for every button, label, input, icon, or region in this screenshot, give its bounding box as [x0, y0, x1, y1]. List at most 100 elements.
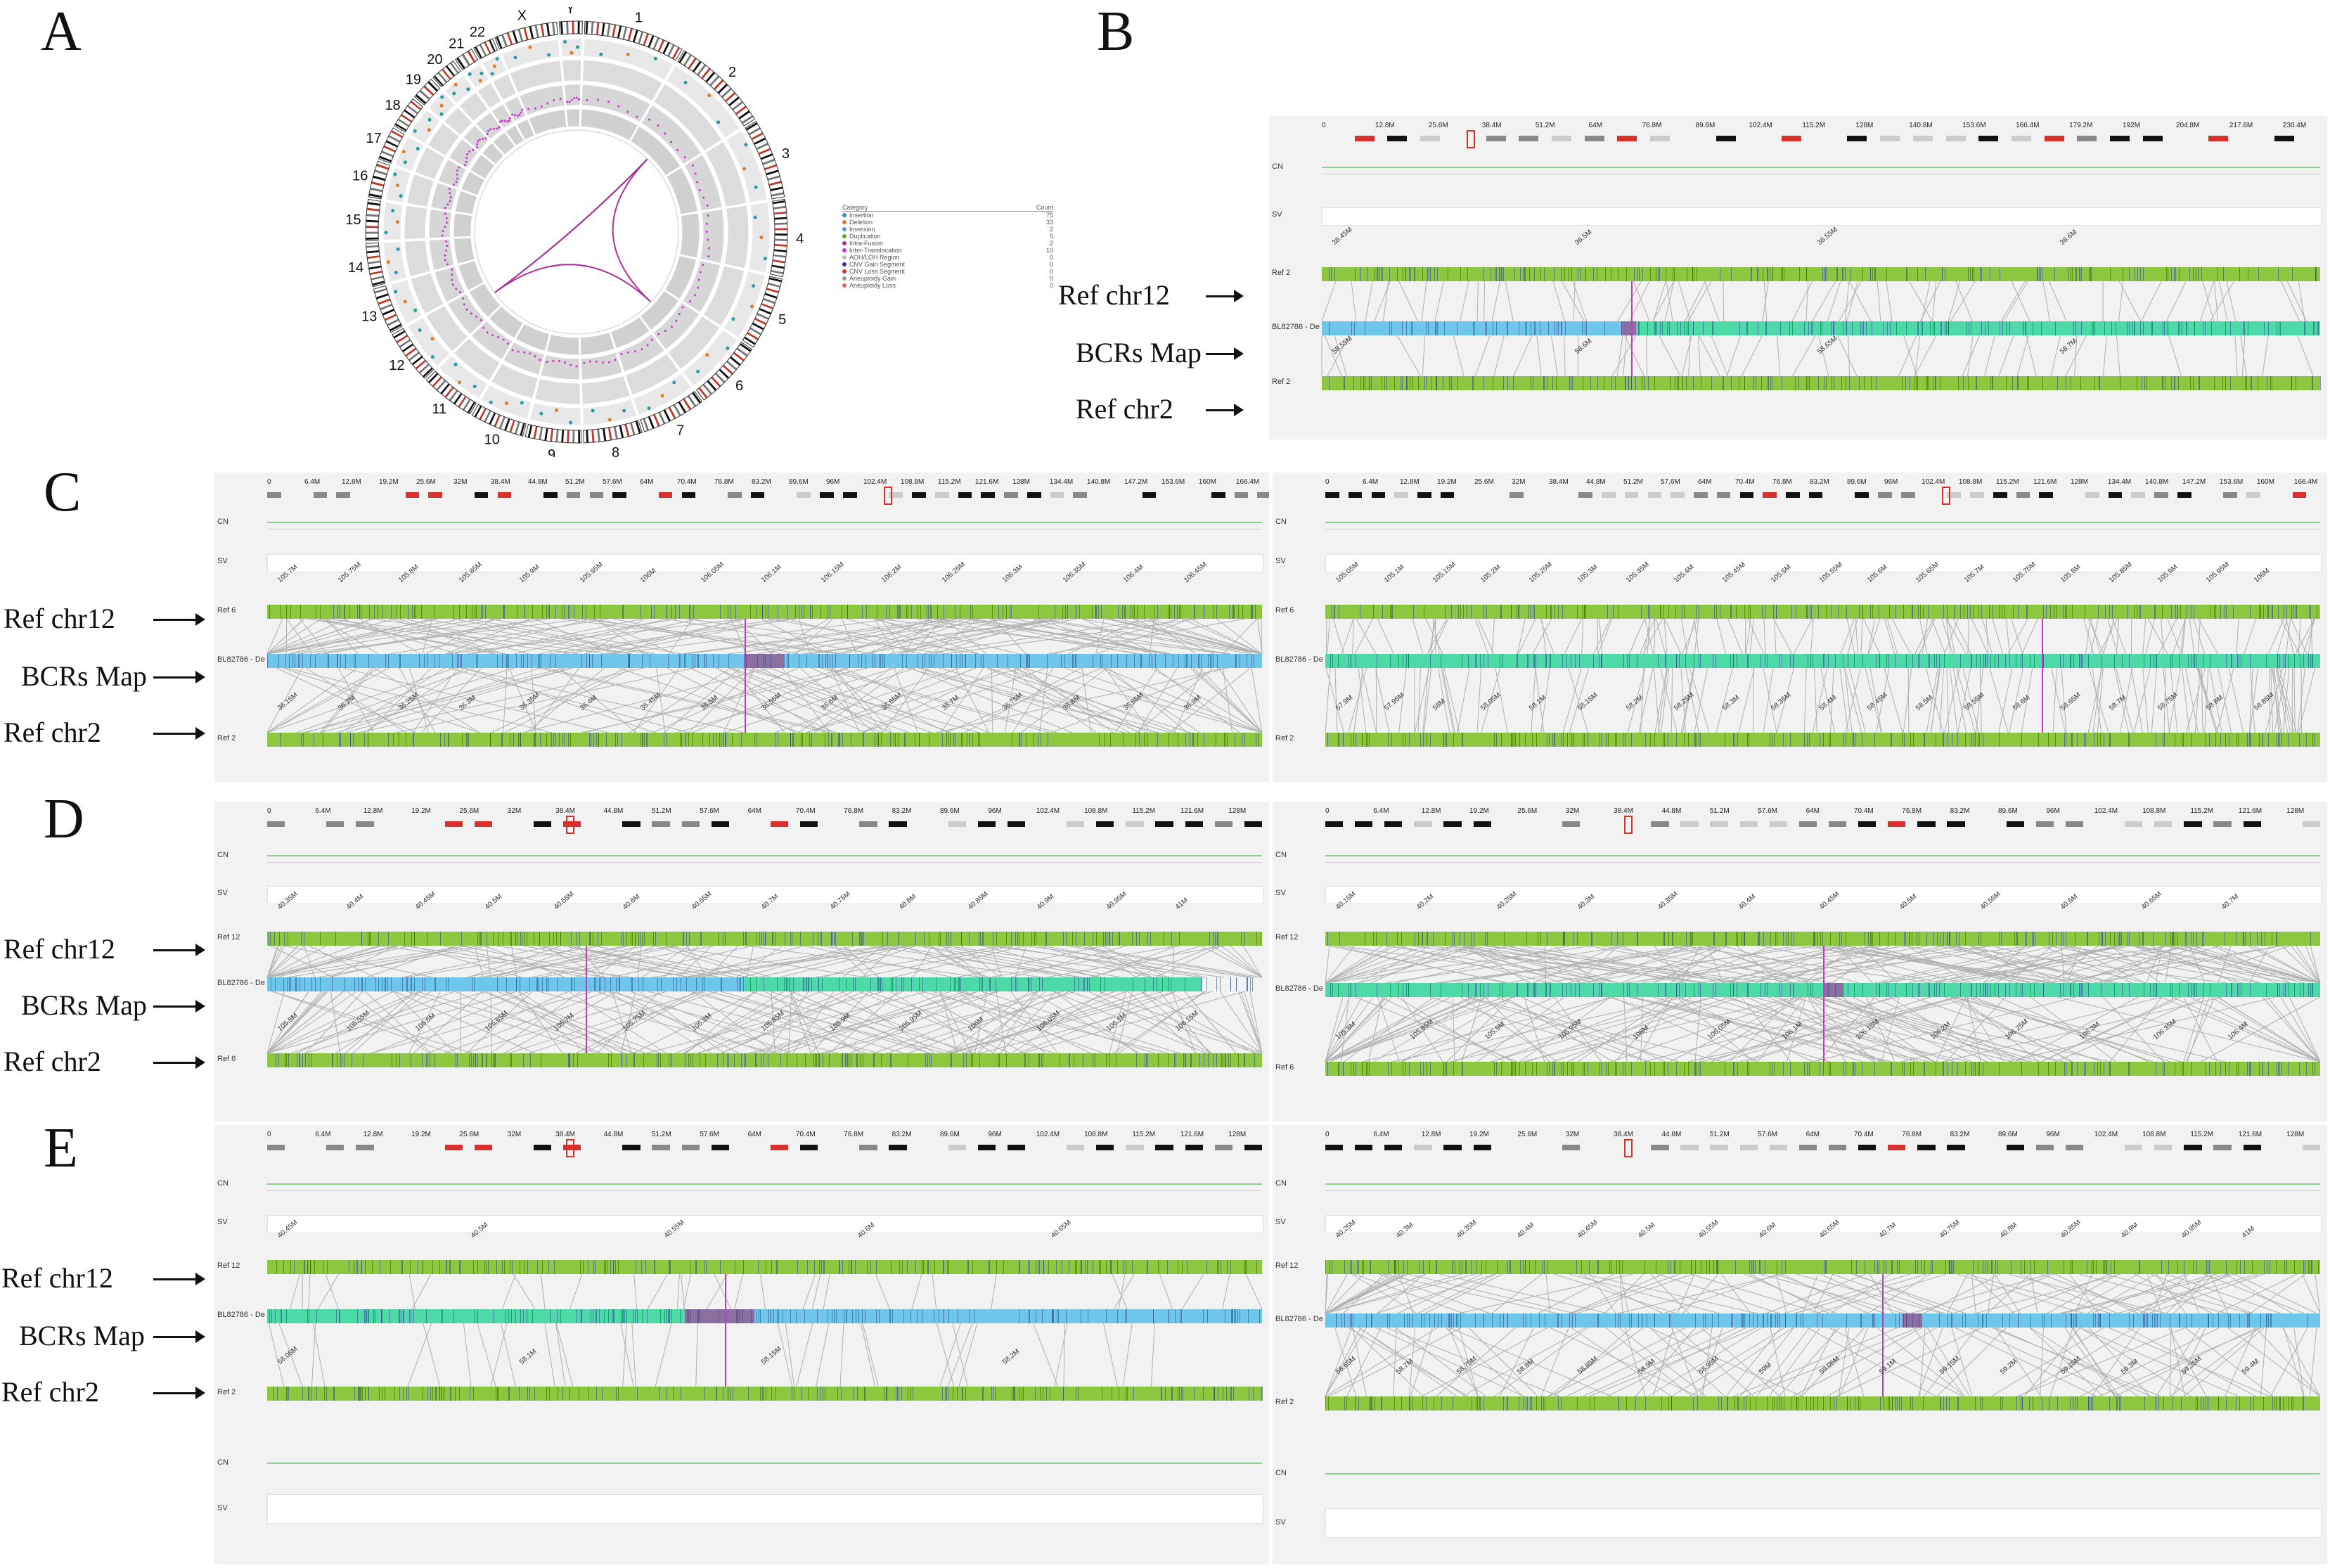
cn-dot [508, 117, 511, 120]
circos-ring-segment [444, 75, 475, 104]
circos-ring-segment [505, 124, 525, 146]
top-ref-name: Ref 2 [1272, 269, 1291, 277]
label-site [1675, 733, 1677, 747]
label-site [1446, 1062, 1448, 1076]
label-site [816, 1053, 817, 1067]
label-site [606, 733, 607, 747]
cn-dot [540, 105, 543, 108]
label-site [1351, 321, 1353, 335]
cn-dot [636, 115, 638, 118]
ideogram-band [427, 81, 438, 92]
label-site [2152, 321, 2154, 335]
label-site [979, 1053, 981, 1067]
label-site [2258, 1062, 2260, 1076]
label-site [1692, 321, 1694, 335]
label-site [477, 1053, 478, 1067]
ideogram-band [678, 401, 687, 413]
sv-dot [430, 337, 435, 341]
cn-dot [650, 338, 653, 341]
label-site [1501, 1062, 1502, 1076]
label-site [2002, 321, 2003, 335]
ideogram-band [767, 175, 780, 181]
chromosome-label: 4 [796, 231, 804, 247]
label-site [1798, 376, 1800, 390]
cn-dot [681, 306, 684, 309]
ideogram-band [378, 298, 391, 305]
cn-dot [646, 344, 649, 347]
cn-dot [569, 364, 572, 366]
chromosome-label: 7 [676, 423, 684, 439]
circos-ring-segment [702, 265, 745, 327]
circos-ring-segment [516, 118, 535, 141]
legend-dot [842, 262, 847, 266]
label-site [2220, 733, 2222, 747]
ideogram-band [506, 32, 513, 45]
genome-view-B: 0 12.8M 25.6M 38.4M 51.2M 64M 76.8M 89.6M 102.4M… [1269, 116, 2327, 439]
label-site [1410, 267, 1412, 281]
label-site [1604, 267, 1606, 281]
cn-dot [539, 359, 541, 361]
legend-row: Intra-Fusion 2 [842, 240, 1053, 247]
circos-ring-segment [488, 305, 524, 339]
ideogram-band [760, 153, 773, 160]
label-site [1782, 1062, 1784, 1076]
label-site [1258, 733, 1259, 747]
label-site [1631, 376, 1633, 390]
ideogram-band [709, 75, 720, 86]
label-site [278, 1053, 279, 1067]
ideogram-tick-label: 25.6M [1428, 122, 1448, 129]
label-site [2038, 733, 2040, 747]
ideogram-band [415, 359, 427, 370]
ideogram-band [773, 249, 787, 252]
cn-dot [706, 204, 709, 207]
label-site [1673, 267, 1675, 281]
label-site [2083, 733, 2085, 747]
label-site [1549, 1062, 1550, 1076]
cn-dot [497, 336, 500, 339]
label-site [979, 733, 981, 747]
ideogram-band [560, 21, 563, 34]
circos-ring-segment [481, 142, 505, 165]
ideogram-band [673, 404, 681, 416]
label-site [1626, 267, 1628, 281]
ideogram-band [436, 380, 446, 391]
ideogram-band [555, 429, 559, 442]
label-site [2142, 267, 2144, 281]
ideogram-outline [745, 120, 785, 200]
circos-ring-segment [679, 212, 700, 259]
label-site [860, 1053, 861, 1067]
sv-dot [440, 95, 444, 99]
sv-dot [413, 129, 417, 133]
label-site [1731, 267, 1732, 281]
sv-track-name: SV [1272, 210, 1282, 219]
label-site [2182, 733, 2184, 747]
label-site [1496, 267, 1498, 281]
label-site [728, 1053, 730, 1067]
circos-ring-segment [653, 83, 723, 152]
circos-ring-segment [509, 60, 563, 94]
circos-ring-segment [665, 167, 699, 215]
legend-row: CNV Loss Segment 0 [842, 268, 1053, 275]
label-site [2075, 267, 2077, 281]
ideogram-band [732, 101, 743, 111]
label-site [1254, 1053, 1255, 1067]
label-site [2319, 376, 2321, 390]
circos-ring-segment [503, 96, 527, 122]
legend-row: Deletion 33 [842, 219, 1053, 226]
label-site [1157, 733, 1159, 747]
translocation-link [494, 264, 652, 303]
label-site [468, 733, 470, 747]
ideogram-band [774, 228, 787, 231]
label-site [1614, 1062, 1616, 1076]
cn-dot [546, 361, 548, 364]
label-site [2246, 376, 2248, 390]
ideogram-band [432, 376, 442, 387]
circos-ring-segment [629, 125, 681, 176]
label-site [2047, 733, 2049, 747]
label-site [1368, 376, 1370, 390]
label-site [2088, 267, 2090, 281]
label-site [1806, 267, 1808, 281]
label-site [1692, 267, 1693, 281]
label-site [1514, 1062, 1516, 1076]
label-site [1744, 376, 1745, 390]
